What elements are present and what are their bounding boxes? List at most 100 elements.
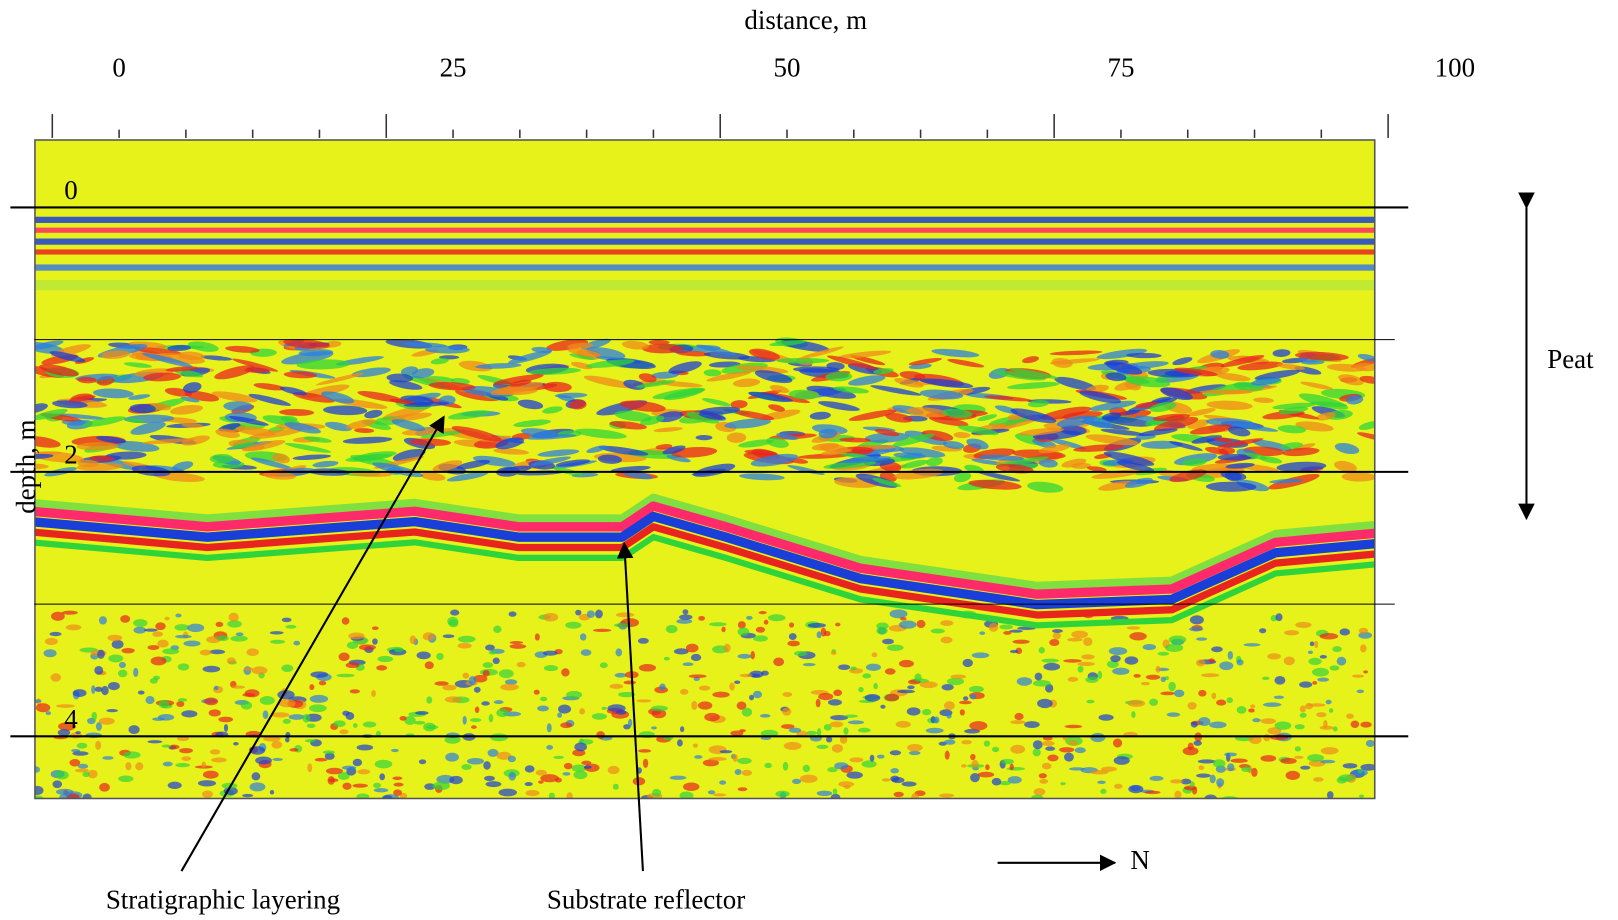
texture-blob <box>1067 676 1079 682</box>
texture-blob <box>890 768 899 774</box>
texture-blob <box>807 622 826 628</box>
texture-blob <box>372 638 378 645</box>
texture-blob <box>1116 460 1155 472</box>
texture-blob <box>1127 699 1146 707</box>
texture-blob <box>566 792 573 799</box>
texture-blob <box>272 757 283 762</box>
texture-blob <box>900 616 907 621</box>
texture-blob <box>176 700 185 707</box>
texture-blob <box>339 729 349 735</box>
texture-blob <box>1300 765 1311 770</box>
texture-blob <box>382 795 393 799</box>
texture-blob <box>1358 627 1369 634</box>
texture-blob <box>135 762 144 771</box>
texture-blob <box>244 367 270 373</box>
texture-blob <box>1332 726 1338 732</box>
texture-blob <box>91 685 96 694</box>
texture-blob <box>352 723 358 728</box>
texture-blob <box>143 372 182 382</box>
texture-blob <box>1041 658 1059 663</box>
texture-blob <box>262 710 269 719</box>
texture-blob <box>761 670 769 676</box>
texture-blob <box>289 748 299 752</box>
texture-blob <box>1003 631 1012 635</box>
texture-blob <box>839 437 872 443</box>
texture-blob <box>838 350 892 359</box>
texture-blob <box>1325 699 1332 705</box>
texture-blob <box>881 778 891 782</box>
texture-blob <box>846 771 863 779</box>
texture-blob <box>211 391 258 403</box>
texture-blob <box>450 609 460 616</box>
texture-blob <box>75 731 81 735</box>
texture-blob <box>1224 752 1237 757</box>
texture-blob <box>1359 375 1375 384</box>
texture-blob <box>834 762 849 770</box>
texture-blob <box>880 704 886 709</box>
texture-blob <box>281 617 292 623</box>
reflector-band <box>34 493 1375 591</box>
texture-blob <box>732 754 738 763</box>
texture-blob <box>1314 640 1319 649</box>
texture-blob <box>1281 442 1304 450</box>
texture-blob <box>251 772 261 781</box>
texture-blob <box>890 775 900 782</box>
texture-blob <box>971 760 979 768</box>
texture-blob <box>1180 778 1192 785</box>
texture-blob <box>57 729 71 737</box>
texture-blob <box>959 700 972 705</box>
texture-blob <box>432 460 463 472</box>
texture-blob <box>1010 408 1057 424</box>
texture-blob <box>755 626 766 633</box>
texture-blob <box>546 339 589 351</box>
texture-blob <box>638 749 652 753</box>
texture-blob <box>960 764 967 768</box>
texture-blob <box>1126 352 1162 359</box>
texture-blob <box>493 700 504 705</box>
texture-blob <box>230 635 248 642</box>
texture-blob <box>650 705 668 712</box>
texture-blob <box>1300 381 1334 390</box>
texture-blob <box>1280 757 1297 765</box>
texture-blob <box>1251 767 1258 777</box>
reflector-band <box>34 523 1375 619</box>
texture-blob <box>543 381 572 393</box>
texture-blob <box>1193 740 1202 746</box>
texture-blob <box>907 685 915 690</box>
texture-blob <box>91 711 97 721</box>
texture-blob <box>342 436 393 444</box>
texture-blob <box>873 368 894 375</box>
texture-blob <box>679 688 689 695</box>
texture-blob <box>235 632 244 637</box>
texture-blob <box>1208 658 1215 663</box>
texture-blob <box>1033 788 1046 796</box>
texture-blob <box>133 667 139 678</box>
texture-blob <box>418 759 427 765</box>
texture-blob <box>292 454 332 461</box>
texture-blob <box>688 674 707 679</box>
texture-blob <box>270 639 286 644</box>
texture-blob <box>322 750 335 754</box>
texture-blob <box>481 701 490 706</box>
texture-blob <box>906 707 921 716</box>
texture-blob <box>1275 613 1283 622</box>
texture-blob <box>56 704 75 708</box>
texture-blob <box>181 756 192 761</box>
texture-blob <box>610 465 651 473</box>
texture-blob <box>333 720 346 728</box>
texture-blob <box>1227 763 1235 772</box>
texture-blob <box>1339 628 1351 636</box>
texture-blob <box>996 456 1049 467</box>
texture-blob <box>1295 351 1349 361</box>
texture-blob <box>962 658 973 668</box>
texture-blob <box>1214 437 1233 443</box>
texture-blob <box>993 370 1046 381</box>
texture-blob <box>376 730 381 737</box>
texture-blob <box>601 706 607 710</box>
texture-blob <box>1334 442 1360 455</box>
texture-blob <box>1031 794 1044 799</box>
texture-blob <box>830 651 837 655</box>
texture-blob <box>1365 739 1375 748</box>
texture-blob <box>283 338 330 349</box>
texture-blob <box>558 704 572 714</box>
